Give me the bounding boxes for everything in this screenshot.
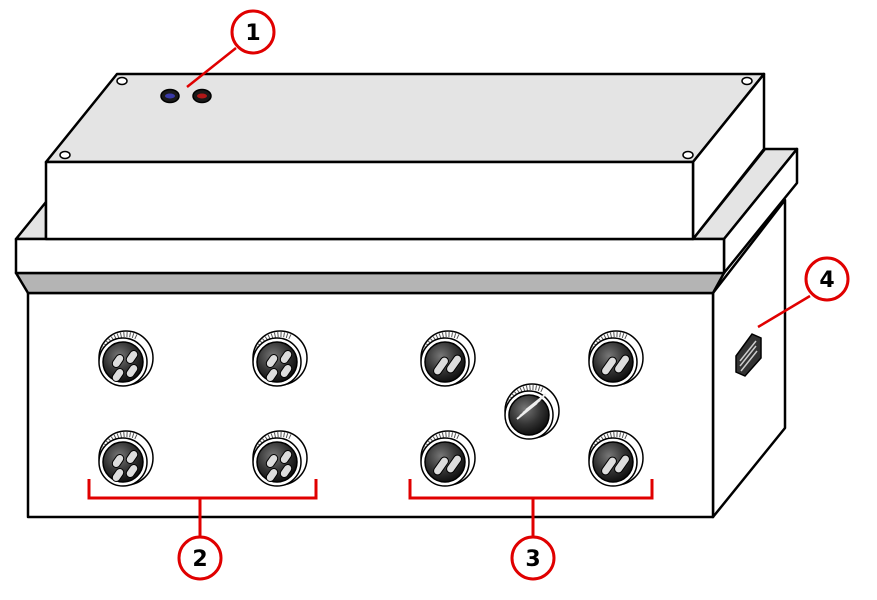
cable-gland — [252, 430, 308, 487]
cable-gland — [98, 330, 154, 387]
lid-screw — [59, 150, 71, 160]
flange-top-left — [14, 200, 48, 241]
lid-front — [44, 160, 695, 241]
callout-4: 4 — [804, 256, 850, 302]
callout-2: 2 — [177, 535, 223, 581]
callout-2-label: 2 — [192, 547, 207, 572]
callout-4-leader — [757, 294, 811, 329]
cable-gland — [252, 330, 308, 387]
cable-gland — [588, 330, 644, 387]
lid-screw — [116, 76, 128, 86]
flange-front — [14, 237, 726, 275]
lid-screw — [741, 76, 753, 86]
lid-screw — [682, 150, 694, 160]
left-connector-group — [98, 330, 308, 487]
red-indicator-lens — [197, 93, 207, 99]
cable-gland — [420, 330, 476, 387]
indicator-lights — [160, 88, 212, 104]
right-bracket — [408, 479, 654, 537]
callout-3-label: 3 — [525, 547, 540, 572]
side-vent — [735, 333, 762, 377]
callout-4-label: 4 — [819, 268, 834, 293]
left-bracket — [87, 479, 318, 537]
cable-gland — [420, 430, 476, 487]
cable-gland — [98, 430, 154, 487]
callout-1-label: 1 — [245, 21, 260, 46]
callout-3: 3 — [510, 535, 556, 581]
cable-gland — [504, 383, 560, 440]
flange — [14, 147, 799, 295]
lid — [44, 72, 766, 241]
cable-gland — [588, 430, 644, 487]
callout-1-leader — [186, 47, 237, 88]
callout-1: 1 — [230, 9, 276, 55]
gasket-strip — [14, 271, 726, 295]
right-connector-group — [420, 330, 644, 487]
blue-indicator-lens — [165, 93, 175, 99]
lid-top — [44, 72, 766, 164]
